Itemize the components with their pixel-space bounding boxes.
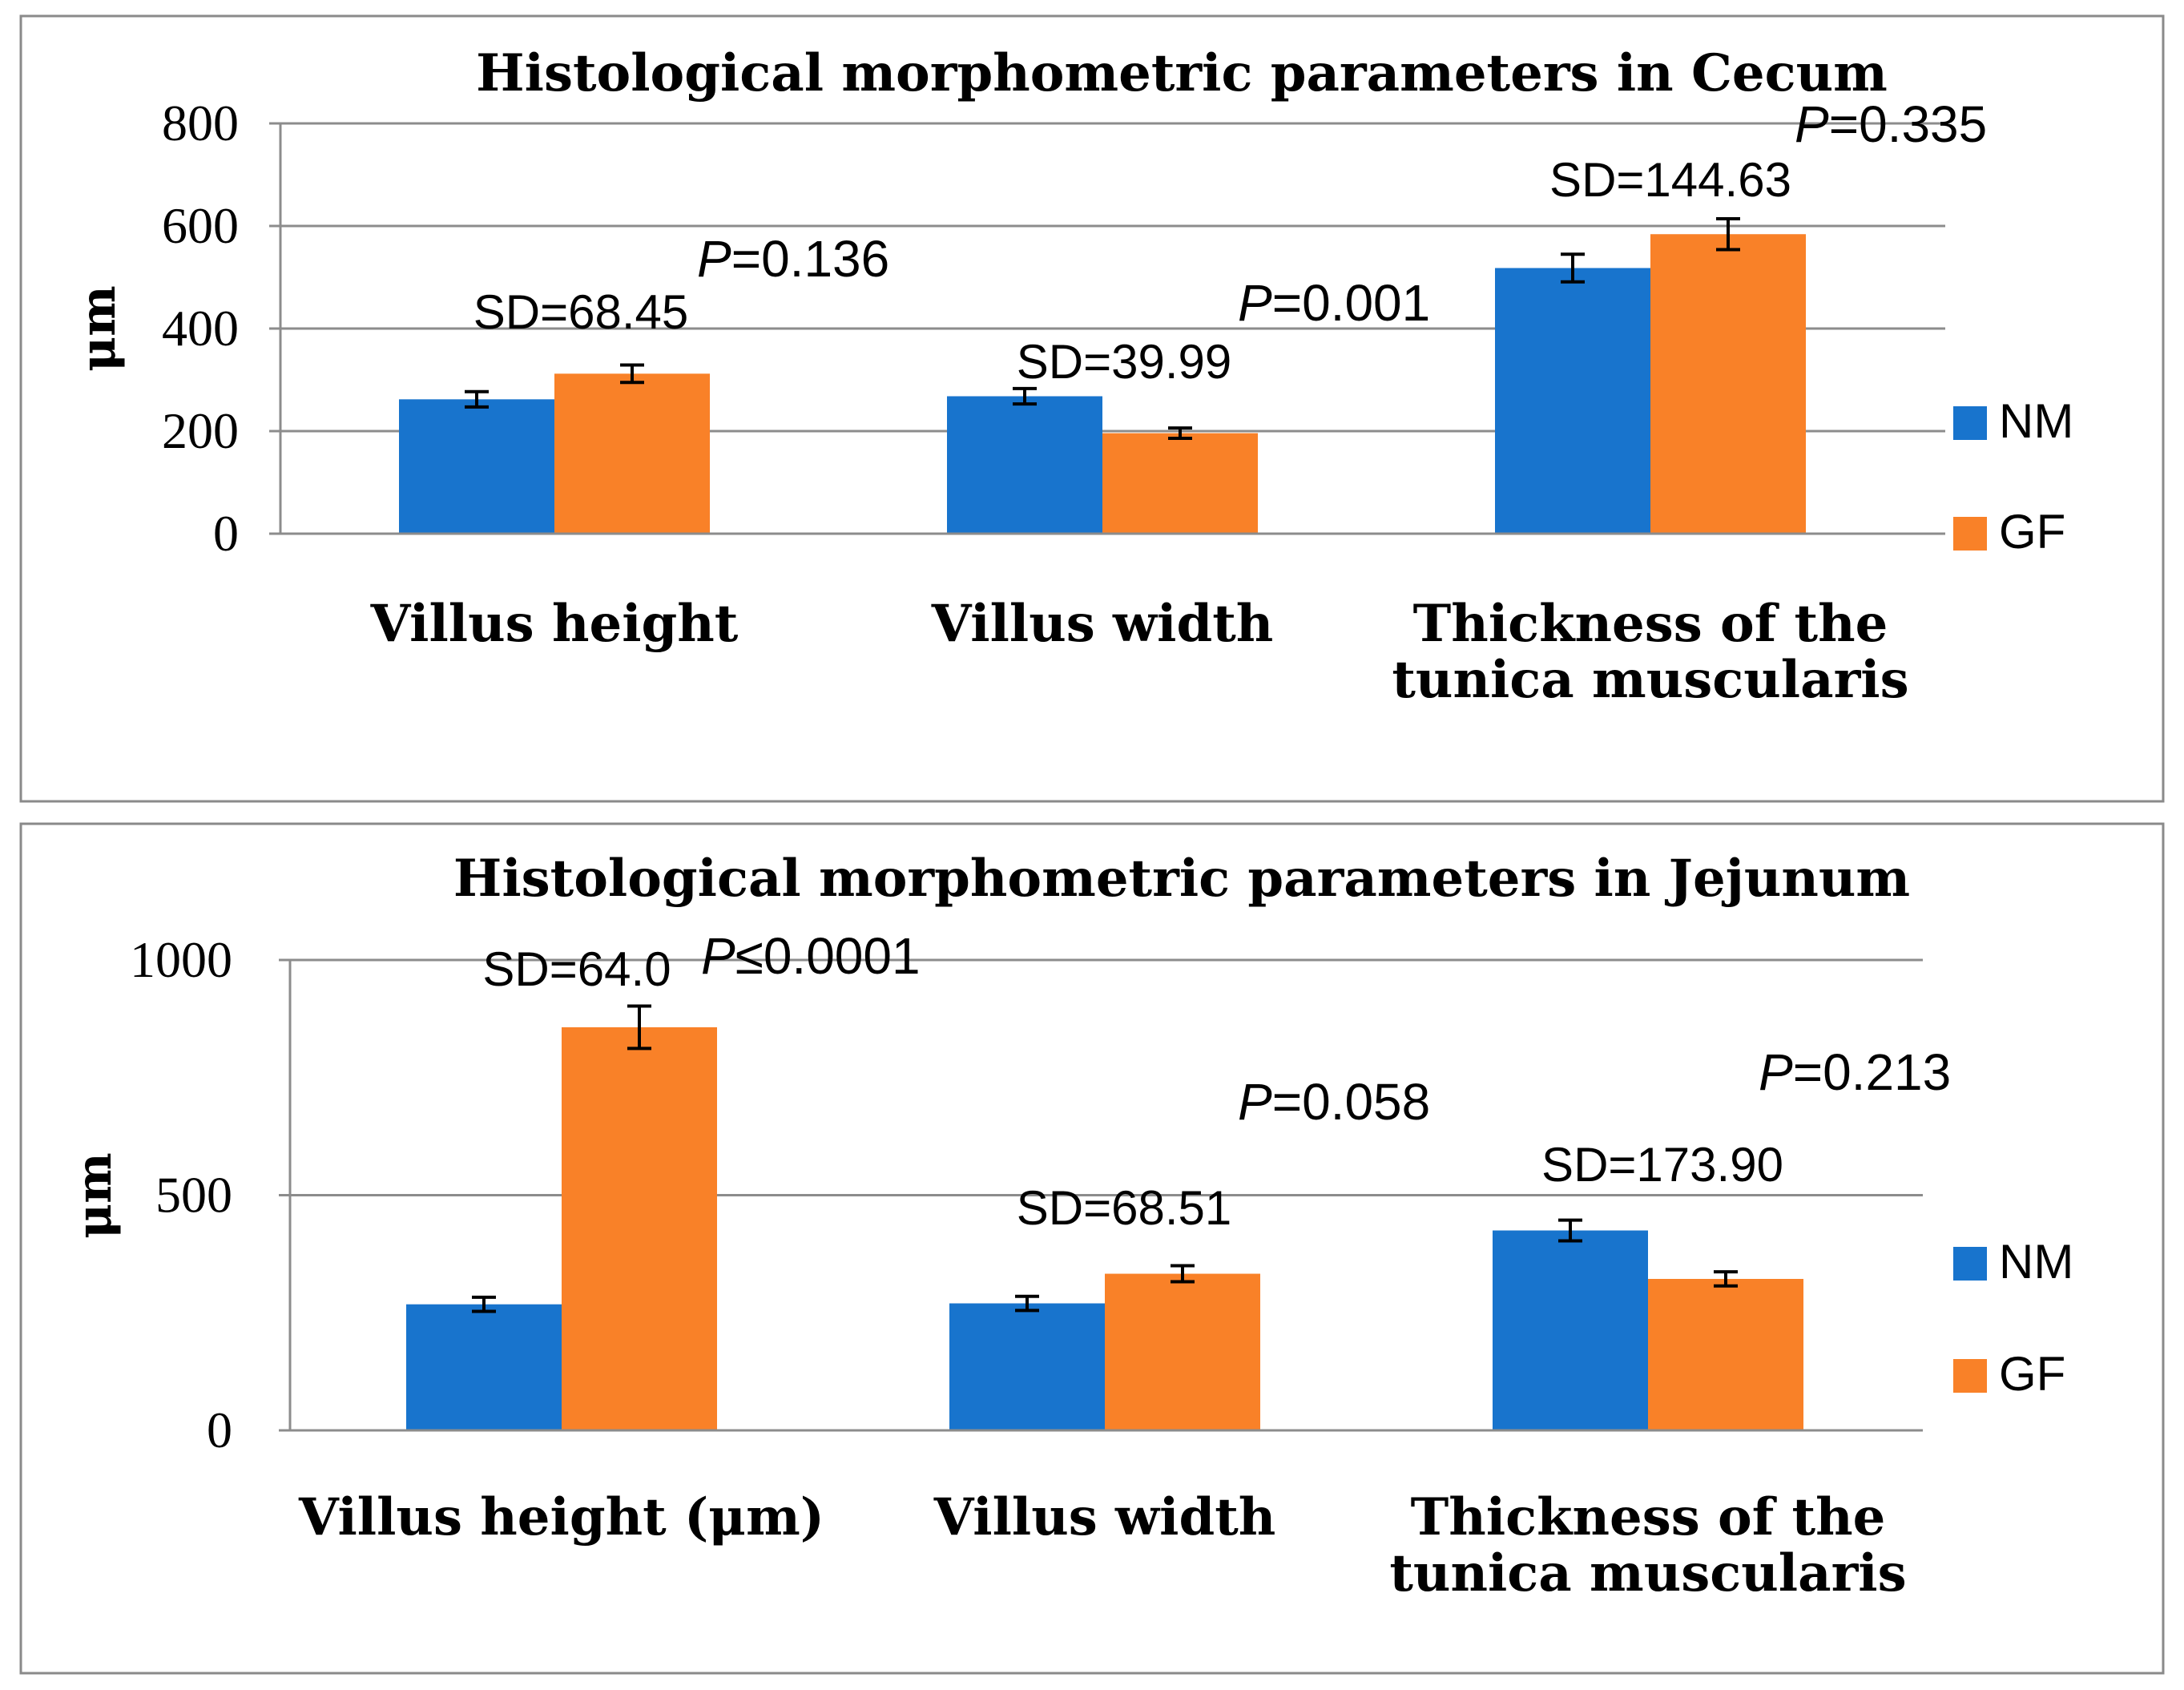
error-bar [1171,1264,1195,1284]
bar-gf [562,1027,717,1430]
error-bar [1716,217,1740,252]
error-bar [1714,1270,1738,1288]
bar-nm [1493,1230,1648,1430]
error-bar [1561,252,1585,284]
y-tick-label: 500 [155,1167,232,1224]
category-label: tunica muscularis [1392,650,1908,710]
legend-label-nm: NM [1999,394,2073,448]
sd-label: SD=64.0 [482,942,671,996]
p-value-label: P=0.136 [697,230,889,288]
y-tick-label: 0 [207,1402,232,1458]
y-tick-label: 400 [162,300,239,357]
p-value-label: P=0.001 [1238,274,1430,332]
y-tick-label: 800 [162,95,239,151]
legend-swatch-gf [1953,517,1987,551]
legend-label-nm: NM [1999,1235,2073,1289]
chart-title: Histological morphometric parameters in … [453,849,1910,909]
y-axis-label: μm [66,1152,123,1238]
bar-gf [1102,433,1258,534]
p-value-label: P=0.213 [1759,1043,1951,1101]
bar-nm [949,1303,1105,1430]
bar-gf [554,373,710,534]
category-label: Villus width [931,594,1274,654]
cecum-chart: Histological morphometric parameters in … [71,43,2073,710]
p-value-label: P=0.058 [1238,1073,1430,1131]
error-bar [1558,1218,1582,1243]
bar-nm [399,399,554,534]
sd-label: SD=144.63 [1549,153,1791,207]
bar-gf [1105,1273,1260,1430]
category-label: Thickness of the [1411,1487,1886,1547]
category-label: Villus height (μm) [298,1487,824,1547]
bar-nm [947,396,1102,534]
legend-swatch-nm [1953,406,1987,440]
error-bar [620,363,644,385]
p-value-label: P≤0.0001 [701,927,921,985]
legend-swatch-gf [1953,1359,1987,1393]
jejunum-chart: Histological morphometric parameters in … [66,849,2073,1603]
jejunum-panel [19,822,2165,1675]
bar-nm [1495,268,1650,534]
error-bar [1015,1294,1039,1313]
bar-gf [1648,1278,1803,1430]
y-tick-label: 1000 [130,931,232,988]
error-bar [1013,386,1037,406]
category-label: Villus width [933,1487,1276,1547]
error-bar [472,1295,496,1313]
sd-label: SD=68.51 [1017,1181,1232,1235]
y-tick-label: 200 [162,402,239,459]
bar-nm [406,1304,562,1430]
error-bar [627,1004,651,1051]
chart-title: Histological morphometric parameters in … [476,43,1888,103]
legend-label-gf: GF [1999,1347,2065,1401]
y-axis-label: μm [71,285,127,371]
error-bar [465,389,489,409]
error-bar [1168,426,1192,440]
sd-label: SD=68.45 [473,285,689,339]
sd-label: SD=173.90 [1541,1138,1783,1192]
bar-gf [1650,234,1806,534]
y-tick-label: 0 [213,505,239,562]
legend-swatch-nm [1953,1247,1987,1281]
y-tick-label: 600 [162,197,239,254]
category-label: tunica muscularis [1389,1543,1906,1603]
sd-label: SD=39.99 [1017,335,1232,389]
category-label: Thickness of the [1413,594,1888,654]
p-value-label: P=0.335 [1795,95,1987,153]
legend-label-gf: GF [1999,505,2065,559]
category-label: Villus height [370,594,739,654]
